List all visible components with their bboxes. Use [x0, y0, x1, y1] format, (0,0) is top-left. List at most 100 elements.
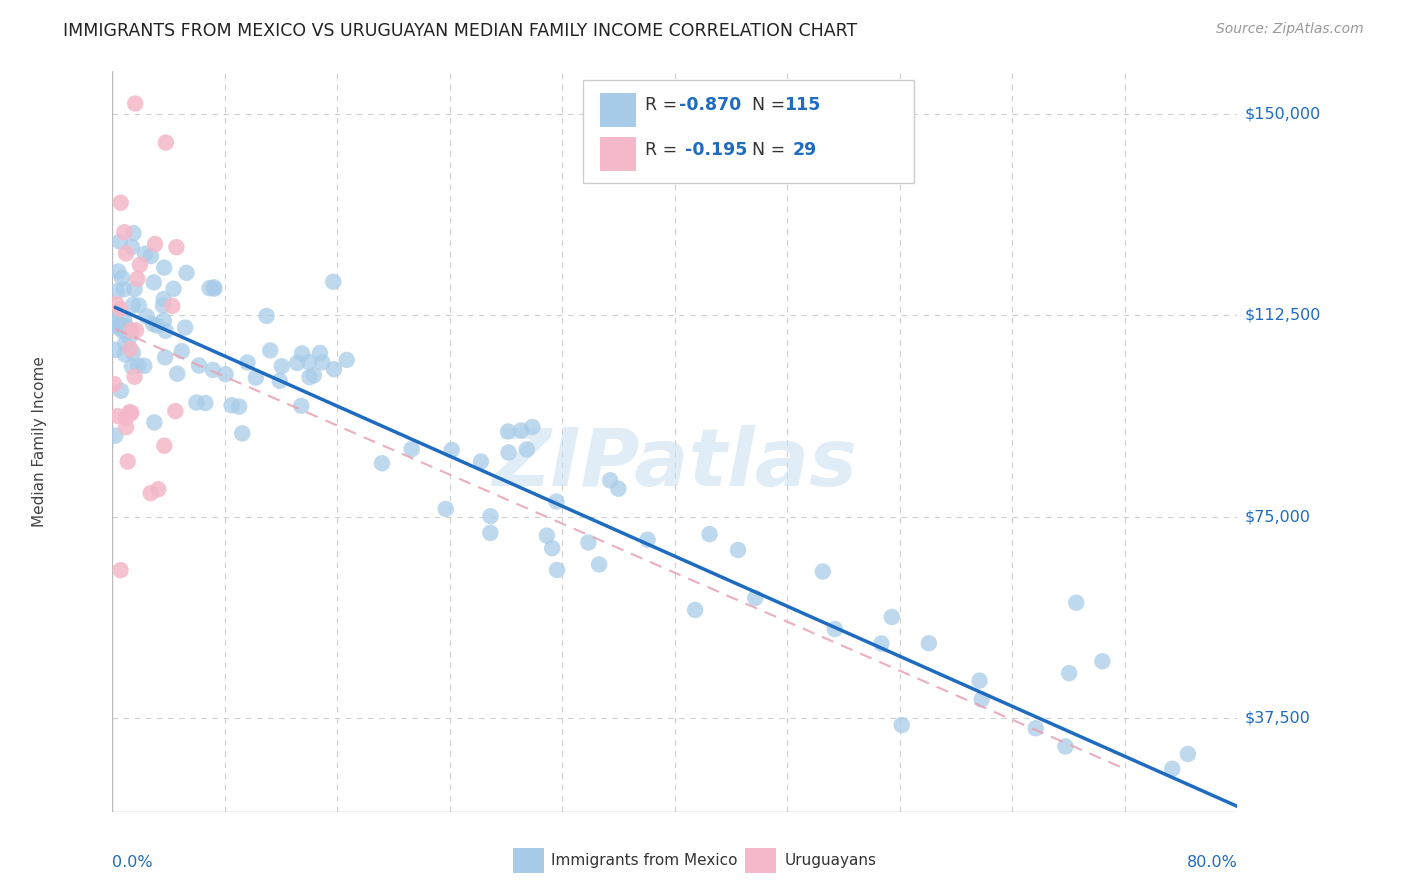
Point [104, 313, 127, 327]
Point [699, 527, 721, 541]
Point [744, 591, 766, 605]
Text: IMMIGRANTS FROM MEXICO VS URUGUAYAN MEDIAN FAMILY INCOME CORRELATION CHART: IMMIGRANTS FROM MEXICO VS URUGUAYAN MEDI… [63, 22, 858, 40]
Text: $150,000: $150,000 [1244, 107, 1320, 122]
Point [546, 494, 568, 508]
Point [107, 409, 129, 423]
Point [311, 355, 333, 369]
Text: 0.0%: 0.0% [112, 855, 153, 870]
Point [105, 297, 128, 311]
Point [162, 282, 184, 296]
Point [302, 368, 325, 383]
Point [824, 622, 846, 636]
Text: R =: R = [645, 141, 689, 159]
Point [148, 482, 170, 496]
Point [118, 405, 141, 419]
Point [153, 351, 176, 365]
Text: Immigrants from Mexico: Immigrants from Mexico [551, 854, 738, 868]
Point [1161, 762, 1184, 776]
Point [111, 318, 134, 333]
Point [114, 347, 136, 361]
Point [107, 320, 129, 334]
Point [522, 420, 544, 434]
Point [103, 377, 125, 392]
Point [479, 525, 502, 540]
Point [112, 312, 135, 326]
Point [202, 280, 225, 294]
Point [143, 237, 166, 252]
Point [546, 563, 568, 577]
Point [117, 454, 139, 468]
Point [142, 276, 165, 290]
Point [112, 282, 135, 296]
Point [323, 362, 346, 376]
Point [1064, 596, 1087, 610]
Text: 29: 29 [793, 141, 817, 159]
Point [104, 318, 127, 332]
Point [153, 313, 176, 327]
Point [166, 367, 188, 381]
Point [153, 260, 176, 275]
Text: $37,500: $37,500 [1244, 710, 1310, 725]
Point [107, 264, 129, 278]
Point [139, 249, 162, 263]
Point [588, 558, 610, 572]
Point [683, 603, 706, 617]
Point [969, 673, 991, 688]
Point [165, 240, 187, 254]
Point [115, 246, 138, 260]
Point [890, 718, 912, 732]
Point [1091, 654, 1114, 668]
Point [122, 226, 145, 240]
Point [236, 355, 259, 369]
Point [124, 282, 146, 296]
Point [194, 396, 217, 410]
Point [121, 240, 143, 254]
Point [607, 482, 630, 496]
Point [228, 400, 250, 414]
Point [165, 404, 187, 418]
Point [269, 374, 291, 388]
Point [298, 370, 321, 384]
Point [162, 299, 184, 313]
Point [918, 636, 941, 650]
Point [176, 266, 198, 280]
Point [139, 486, 162, 500]
Point [124, 96, 146, 111]
Point [170, 344, 193, 359]
Point [143, 416, 166, 430]
Point [811, 565, 834, 579]
Point [188, 359, 211, 373]
Point [134, 359, 156, 373]
Text: N =: N = [752, 96, 792, 114]
Point [111, 271, 134, 285]
Point [111, 324, 134, 338]
Point [221, 398, 243, 412]
Point [120, 407, 142, 421]
Point [1057, 666, 1080, 681]
Point [155, 324, 177, 338]
Text: 80.0%: 80.0% [1187, 855, 1237, 870]
Text: -0.870: -0.870 [679, 96, 741, 114]
Text: Uruguayans: Uruguayans [785, 854, 876, 868]
Text: Source: ZipAtlas.com: Source: ZipAtlas.com [1216, 22, 1364, 37]
Point [108, 235, 131, 249]
Point [496, 425, 519, 439]
Point [153, 439, 176, 453]
Point [434, 502, 457, 516]
Text: -0.195: -0.195 [685, 141, 747, 159]
Point [104, 428, 127, 442]
Point [214, 368, 236, 382]
Point [122, 298, 145, 312]
Text: Median Family Income: Median Family Income [32, 356, 46, 527]
Text: R =: R = [645, 96, 683, 114]
Point [152, 292, 174, 306]
Point [127, 359, 149, 373]
Point [870, 637, 893, 651]
Point [115, 420, 138, 434]
Point [115, 319, 138, 334]
Point [152, 299, 174, 313]
Point [256, 309, 278, 323]
Point [104, 313, 127, 327]
Point [322, 275, 344, 289]
Point [114, 336, 136, 351]
